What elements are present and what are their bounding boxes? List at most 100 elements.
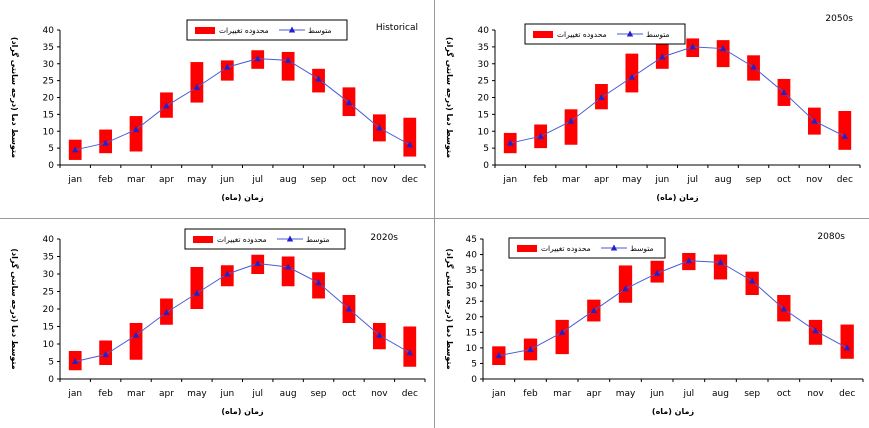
mean-line — [75, 58, 411, 151]
x-tick-label: nov — [371, 389, 388, 399]
range-bar — [190, 62, 204, 103]
mean-point — [315, 75, 322, 82]
chart-svg: 0 5 10 15 20 25 30 35 40 jan feb mar apr may jun jul aug… — [10, 19, 426, 202]
y-tick-label: 10 — [43, 127, 55, 137]
mean-point — [193, 289, 201, 296]
range-bar — [281, 51, 295, 81]
chart-svg: 0 5 10 15 20 25 30 35 40 45 jan feb mar apr may jun jul a… — [445, 232, 864, 416]
legend-box — [508, 237, 666, 259]
range-bar — [220, 60, 234, 81]
mean-point — [628, 73, 636, 80]
mean-point — [495, 352, 503, 359]
y-axis-label: متوسط دما (درجه سانتی گراد) — [10, 248, 20, 369]
y-tick-label: 25 — [43, 288, 54, 298]
x-tick-label: mar — [127, 389, 145, 399]
range-bar — [281, 256, 295, 287]
range-bar — [129, 323, 143, 360]
chart-panel-2080s: 0 5 10 15 20 25 30 35 40 45 jan feb mar apr may jun jul a… — [435, 219, 869, 428]
range-bar — [312, 272, 325, 299]
mean-point — [653, 269, 661, 276]
mean-point — [345, 305, 353, 312]
x-tick-label: nov — [806, 175, 823, 185]
mean-point — [376, 124, 383, 131]
y-tick-label: 15 — [466, 328, 477, 338]
x-tick-label: aug — [715, 175, 732, 185]
mean-point — [102, 351, 109, 357]
legend: محدوده تغییرات متوسط — [186, 19, 348, 41]
mean-point — [284, 56, 292, 63]
x-tick-label: dec — [402, 175, 418, 185]
chart-title: 2020s — [370, 233, 398, 243]
mean-point — [780, 88, 788, 95]
x-tick-label: aug — [280, 175, 297, 185]
y-tick-label: 30 — [43, 60, 55, 70]
y-tick-label: 0 — [48, 375, 54, 385]
mean-point — [598, 94, 605, 100]
mean-point — [72, 358, 79, 364]
mean-point — [507, 139, 514, 146]
chart-panel-2050s: 0 5 10 15 20 25 30 35 40 jan feb mar apr may jun jul aug… — [435, 0, 869, 218]
y-tick-label: 0 — [483, 161, 489, 171]
y-tick-label: 25 — [478, 77, 489, 87]
mean-point — [750, 63, 757, 70]
mean-point — [163, 309, 170, 315]
legend-box — [186, 19, 348, 41]
range-bar — [618, 265, 633, 303]
x-tick-label: jun — [219, 389, 234, 399]
mean-point — [406, 349, 413, 356]
x-tick-label: jul — [251, 175, 263, 185]
x-axis-label: زمان (ماه) — [652, 407, 695, 416]
mean-point — [659, 53, 666, 60]
mean-point — [717, 258, 724, 265]
x-tick-label: oct — [342, 175, 356, 185]
x-tick-label: dec — [839, 389, 855, 399]
legend-mean-label: متوسط — [306, 235, 330, 244]
mean-point — [622, 285, 629, 292]
y-tick-label: 5 — [48, 358, 54, 368]
mean-point — [406, 141, 413, 148]
mean-point — [812, 327, 819, 334]
x-tick-label: apr — [594, 175, 609, 185]
range-bar — [716, 40, 730, 68]
legend: محدوده تغییرات متوسط — [184, 228, 346, 250]
legend-mean-label: متوسط — [630, 244, 654, 253]
y-tick-label: 35 — [43, 43, 54, 53]
legend: محدوده تغییرات متوسط — [524, 23, 686, 45]
y-tick-label: 25 — [43, 77, 54, 87]
x-tick-label: jan — [491, 389, 506, 399]
y-tick-label: 45 — [466, 235, 477, 245]
mean-point — [537, 132, 544, 139]
mean-point — [811, 117, 818, 124]
mean-point — [685, 257, 693, 264]
x-tick-label: jun — [654, 175, 669, 185]
x-tick-label: oct — [777, 389, 791, 399]
legend-mean-marker — [286, 235, 294, 242]
mean-point — [345, 99, 353, 106]
range-bar — [129, 116, 143, 152]
mean-point — [284, 263, 292, 270]
x-tick-label: mar — [553, 389, 571, 399]
x-tick-label: feb — [523, 389, 538, 399]
range-bar — [555, 319, 569, 355]
x-axis-label: زمان (ماه) — [656, 193, 699, 202]
y-tick-label: 10 — [43, 340, 55, 350]
mean-point — [315, 279, 322, 286]
x-tick-label: jul — [251, 389, 263, 399]
mean-point — [102, 139, 109, 146]
x-tick-label: jan — [67, 175, 82, 185]
mean-point — [163, 102, 170, 109]
y-tick-label: 20 — [43, 305, 55, 315]
mean-line — [75, 262, 411, 362]
y-tick-label: 35 — [478, 43, 489, 53]
x-tick-label: jun — [649, 389, 664, 399]
x-tick-label: dec — [837, 175, 853, 185]
range-bar — [838, 111, 852, 150]
y-tick-label: 5 — [48, 144, 54, 154]
legend-mean-label: متوسط — [308, 26, 332, 35]
x-tick-label: feb — [533, 175, 548, 185]
x-tick-label: jul — [682, 389, 694, 399]
mean-point — [224, 63, 231, 70]
legend-mean-marker — [610, 244, 618, 251]
x-tick-label: jan — [67, 389, 82, 399]
x-tick-label: jul — [686, 175, 698, 185]
